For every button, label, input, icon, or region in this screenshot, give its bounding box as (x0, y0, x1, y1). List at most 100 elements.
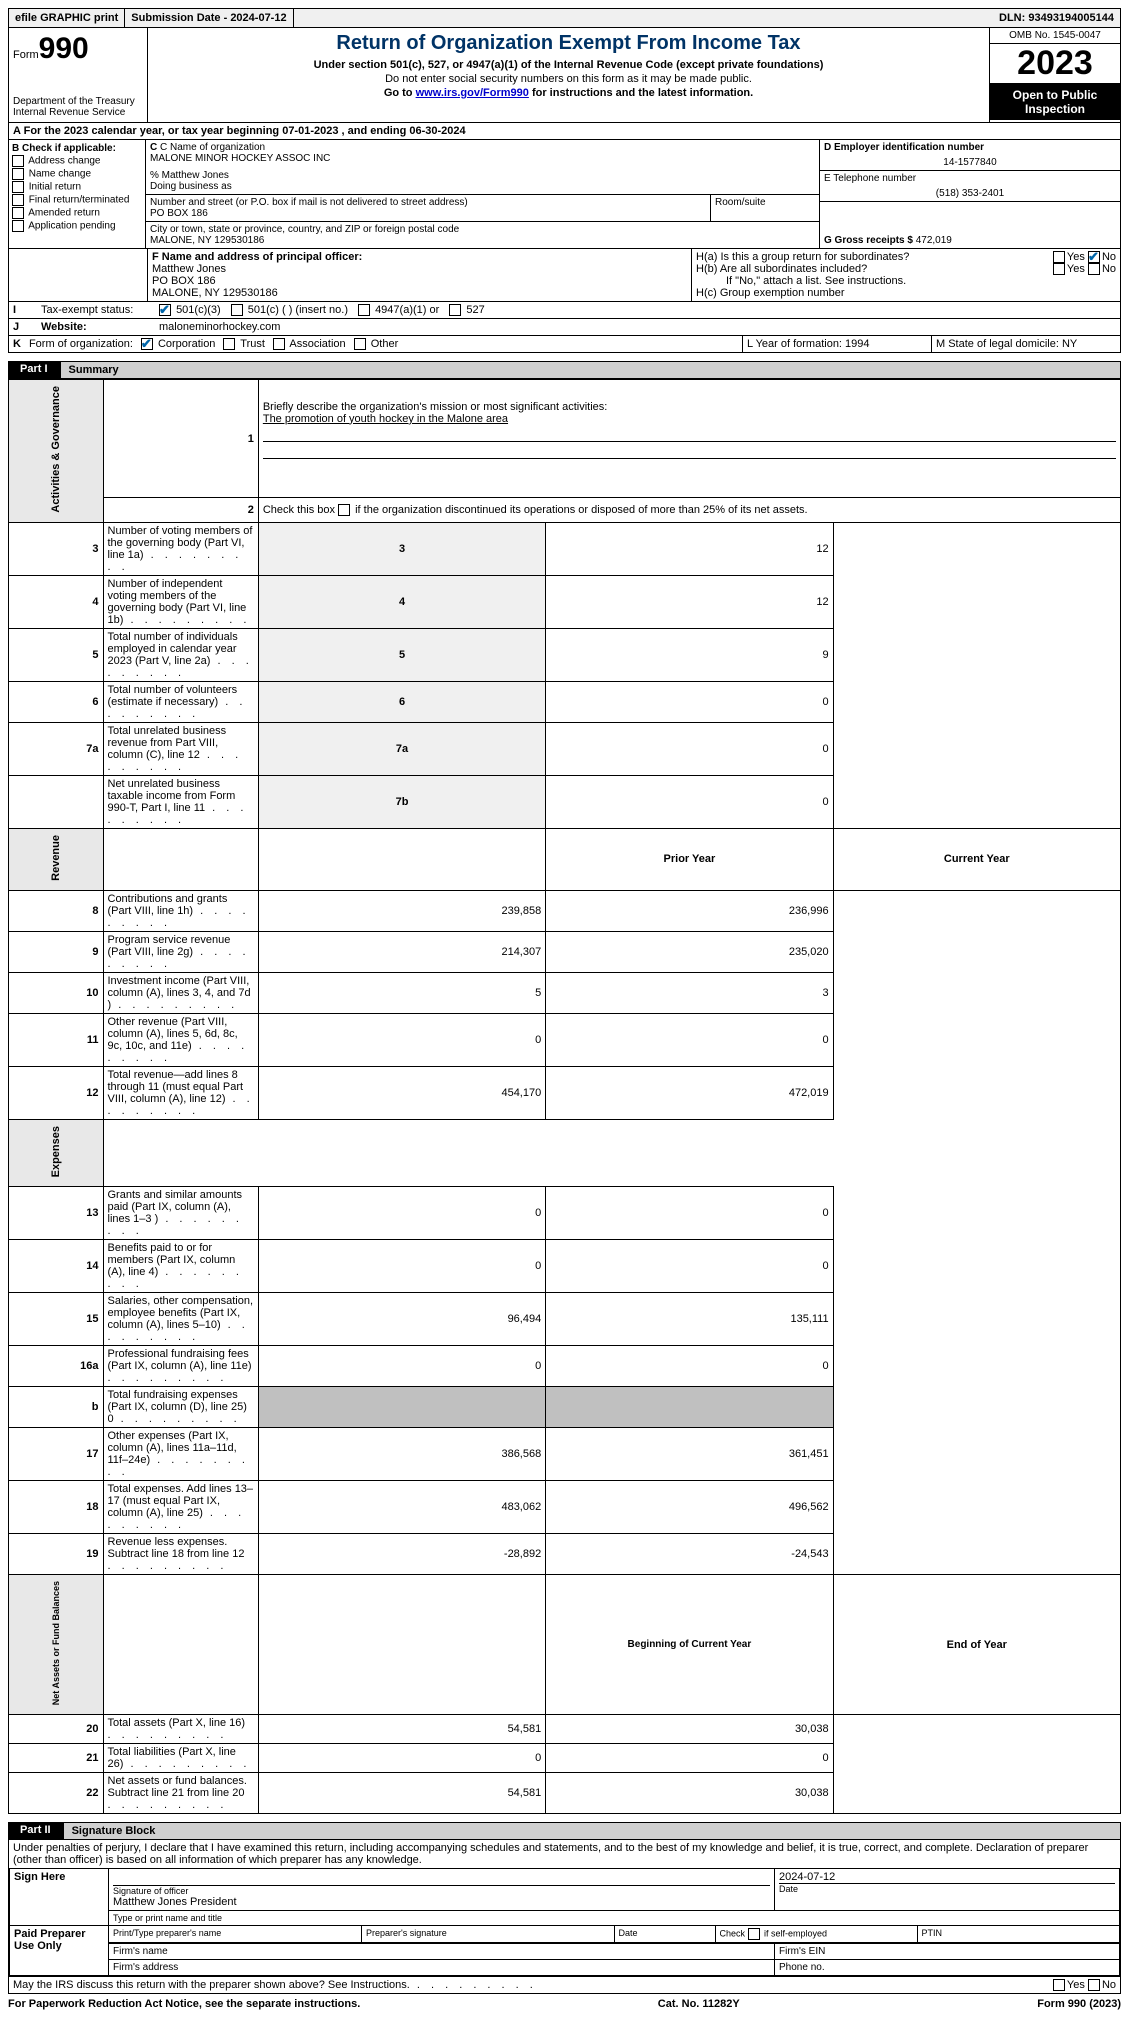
discuss-preparer: May the IRS discuss this return with the… (13, 1979, 1053, 1991)
vtab-net: Net Assets or Fund Balances (51, 1577, 61, 1709)
501c3-checkbox[interactable] (159, 304, 171, 316)
open-public: Open to Public Inspection (990, 84, 1120, 120)
trust-checkbox[interactable] (223, 338, 235, 350)
summary-row: 21Total liabilities (Part X, line 26)00 (9, 1744, 1121, 1773)
box-b: B Check if applicable: Address change Na… (9, 140, 146, 248)
efile-label: efile GRAPHIC print (9, 9, 125, 27)
form-subtitle-3: Go to www.irs.gov/Form990 for instructio… (152, 87, 985, 99)
summary-row: 5Total number of individuals employed in… (9, 628, 1121, 681)
vtab-governance: Activities & Governance (50, 382, 62, 517)
summary-row: 7aTotal unrelated business revenue from … (9, 722, 1121, 775)
q2-checkbox[interactable] (338, 504, 350, 516)
room-suite: Room/suite (711, 195, 819, 221)
mission: The promotion of youth hockey in the Mal… (263, 413, 508, 425)
perjury-declaration: Under penalties of perjury, I declare th… (9, 1840, 1120, 1868)
self-emp-checkbox[interactable] (748, 1928, 760, 1940)
part-1-header: Part I Summary (8, 361, 1121, 379)
gross-receipts: 472,019 (916, 235, 952, 246)
sig-date: 2024-07-12 (779, 1871, 1115, 1884)
box-d-e-g: D Employer identification number 14-1577… (819, 140, 1120, 248)
form-subtitle-2: Do not enter social security numbers on … (152, 73, 985, 85)
phone: (518) 353-2401 (824, 188, 1116, 199)
sign-here-label: Sign Here (10, 1869, 109, 1926)
signature-block: Under penalties of perjury, I declare th… (8, 1840, 1121, 1994)
summary-row: 13Grants and similar amounts paid (Part … (9, 1187, 1121, 1240)
form-title: Return of Organization Exempt From Incom… (152, 32, 985, 55)
care-of: % Matthew Jones (150, 170, 815, 181)
checkbox[interactable] (12, 181, 24, 193)
summary-row: bTotal fundraising expenses (Part IX, co… (9, 1387, 1121, 1428)
paid-preparer-label: Paid Preparer Use Only (10, 1926, 109, 1976)
box-b-option: Amended return (12, 207, 142, 219)
checkbox[interactable] (12, 155, 24, 167)
page-footer: For Paperwork Reduction Act Notice, see … (8, 1994, 1121, 2014)
summary-row: 9Program service revenue (Part VIII, lin… (9, 931, 1121, 972)
summary-row: 18Total expenses. Add lines 13–17 (must … (9, 1481, 1121, 1534)
box-c: C C Name of organization MALONE MINOR HO… (146, 140, 819, 248)
form-subtitle-1: Under section 501(c), 527, or 4947(a)(1)… (152, 59, 985, 71)
vtab-expenses: Expenses (50, 1122, 62, 1181)
summary-row: Net unrelated business taxable income fr… (9, 775, 1121, 828)
top-bar: efile GRAPHIC print Submission Date - 20… (8, 8, 1121, 28)
tax-year: 2023 (990, 44, 1120, 84)
checkbox[interactable] (12, 220, 24, 232)
summary-row: 16aProfessional fundraising fees (Part I… (9, 1346, 1121, 1387)
submission-date: Submission Date - 2024-07-12 (125, 9, 293, 27)
corp-checkbox[interactable] (141, 338, 153, 350)
4947-checkbox[interactable] (358, 304, 370, 316)
summary-row: 11Other revenue (Part VIII, column (A), … (9, 1013, 1121, 1066)
checkbox[interactable] (12, 207, 24, 219)
irs-link[interactable]: www.irs.gov/Form990 (416, 87, 529, 99)
summary-row: 20Total assets (Part X, line 16)54,58130… (9, 1715, 1121, 1744)
hb-yes-checkbox[interactable] (1053, 263, 1065, 275)
summary-row: 14Benefits paid to or for members (Part … (9, 1240, 1121, 1293)
form-label: Form (13, 49, 39, 61)
officer-addr: PO BOX 186 (152, 275, 687, 287)
officer-city: MALONE, NY 129530186 (152, 287, 687, 299)
other-checkbox[interactable] (354, 338, 366, 350)
summary-row: 19Revenue less expenses. Subtract line 1… (9, 1534, 1121, 1575)
row-i: I Tax-exempt status: 501(c)(3) 501(c) ( … (8, 302, 1121, 319)
box-b-option: Final return/terminated (12, 194, 142, 206)
officer-signature: Matthew Jones President (113, 1896, 770, 1908)
row-f-h: F Name and address of principal officer:… (8, 249, 1121, 302)
summary-row: 15Salaries, other compensation, employee… (9, 1293, 1121, 1346)
summary-row: 17Other expenses (Part IX, column (A), l… (9, 1428, 1121, 1481)
summary-row: 10Investment income (Part VIII, column (… (9, 972, 1121, 1013)
checkbox[interactable] (12, 194, 24, 206)
main-info-block: B Check if applicable: Address change Na… (8, 140, 1121, 249)
ha-no-checkbox[interactable] (1088, 251, 1100, 263)
city-state-zip: MALONE, NY 129530186 (150, 235, 815, 246)
form-number: 990 (39, 32, 89, 65)
officer-name: Matthew Jones (152, 263, 687, 275)
assoc-checkbox[interactable] (273, 338, 285, 350)
part-2-header: Part II Signature Block (8, 1822, 1121, 1840)
ein: 14-1577840 (824, 157, 1116, 168)
h-a: H(a) Is this a group return for subordin… (696, 251, 1053, 263)
discuss-no-checkbox[interactable] (1088, 1979, 1100, 1991)
row-k-l-m: K Form of organization: Corporation Trus… (8, 336, 1121, 353)
box-b-option: Name change (12, 168, 142, 180)
summary-row: 22Net assets or fund balances. Subtract … (9, 1773, 1121, 1814)
dba-label: Doing business as (150, 181, 815, 192)
dept-treasury: Department of the TreasuryInternal Reven… (13, 96, 143, 118)
vtab-revenue: Revenue (50, 831, 62, 885)
box-b-option: Application pending (12, 220, 142, 232)
website: maloneminorhockey.com (155, 319, 284, 335)
501c-checkbox[interactable] (231, 304, 243, 316)
summary-row: 12Total revenue—add lines 8 through 11 (… (9, 1066, 1121, 1119)
summary-row: 3Number of voting members of the governi… (9, 522, 1121, 575)
summary-row: 6Total number of volunteers (estimate if… (9, 681, 1121, 722)
ha-yes-checkbox[interactable] (1053, 251, 1065, 263)
527-checkbox[interactable] (449, 304, 461, 316)
checkbox[interactable] (12, 168, 24, 180)
summary-row: 4Number of independent voting members of… (9, 575, 1121, 628)
h-b-note: If "No," attach a list. See instructions… (696, 275, 1116, 287)
hb-no-checkbox[interactable] (1088, 263, 1100, 275)
h-c: H(c) Group exemption number (696, 287, 1116, 299)
form-header: Form990 Department of the TreasuryIntern… (8, 28, 1121, 123)
dln: DLN: 93493194005144 (993, 9, 1120, 27)
line-a: A For the 2023 calendar year, or tax yea… (8, 123, 1121, 140)
h-b: H(b) Are all subordinates included? (696, 263, 1053, 275)
discuss-yes-checkbox[interactable] (1053, 1979, 1065, 1991)
